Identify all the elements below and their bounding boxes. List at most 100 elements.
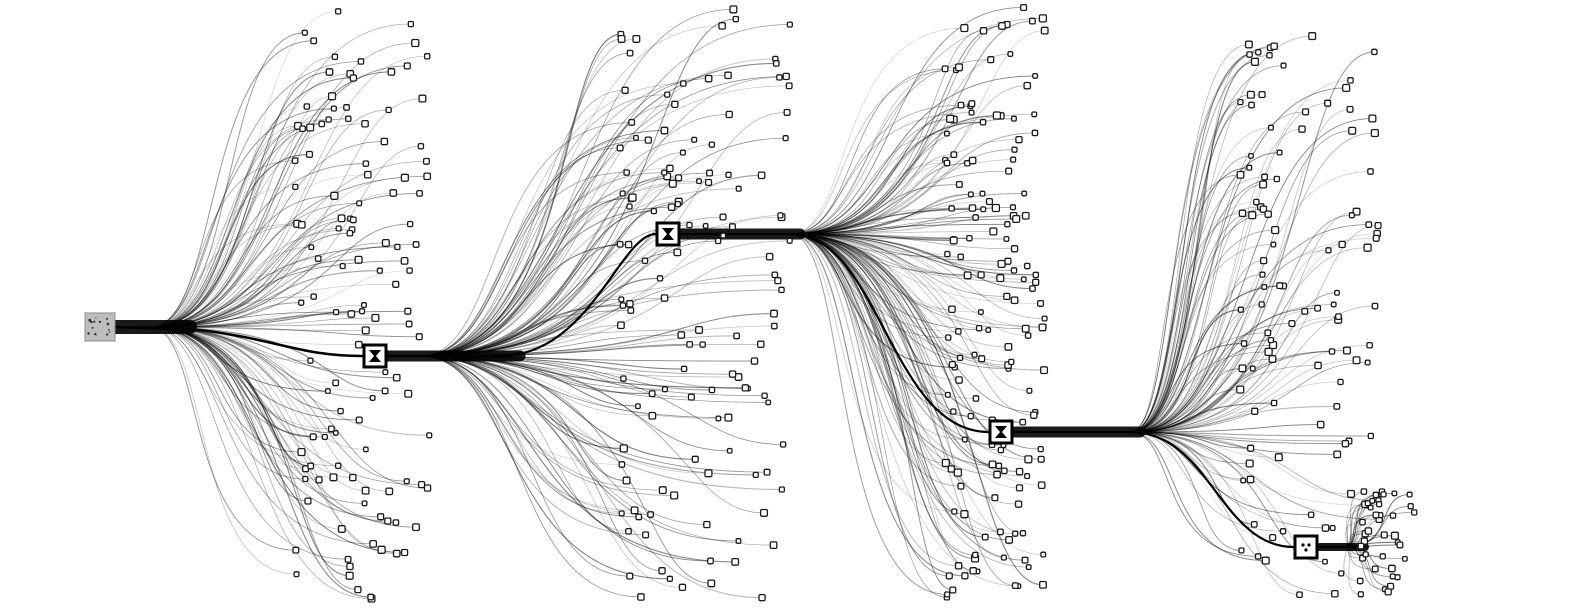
- branch-curve: [681, 233, 996, 499]
- leaf-node: [969, 567, 977, 575]
- leaf-node: [1247, 444, 1255, 452]
- leaf-node: [1368, 114, 1377, 123]
- branch-curve: [681, 233, 974, 572]
- root-speck: [106, 333, 109, 336]
- hub-2: [655, 221, 681, 247]
- leaf-node: [783, 108, 791, 116]
- leaf-node: [944, 591, 951, 598]
- leaf-node: [1371, 48, 1378, 56]
- leaf-node: [616, 240, 624, 248]
- leaf-node: [325, 116, 332, 123]
- leaf-node: [1236, 385, 1245, 394]
- leaf-node: [355, 416, 363, 424]
- branch-curve: [681, 233, 1005, 559]
- branch-curve: [681, 233, 1029, 336]
- leaf-node: [632, 34, 641, 43]
- leaf-node: [293, 571, 300, 578]
- leaf-node: [991, 203, 1001, 213]
- leaf-node: [1267, 124, 1274, 131]
- leaf-node: [955, 328, 962, 335]
- leaf-node: [423, 172, 432, 181]
- branch-curve: [114, 161, 427, 328]
- leaf-node: [1346, 105, 1354, 113]
- branch-curve: [1014, 339, 1272, 433]
- branch-curve: [1014, 286, 1265, 433]
- leaf-node: [1342, 83, 1351, 93]
- leaf-node: [1329, 524, 1336, 532]
- leaf-node: [404, 307, 412, 315]
- leaf-node: [405, 320, 413, 328]
- leaf-node: [1288, 319, 1296, 328]
- root-speck: [87, 332, 90, 335]
- leaf-node: [735, 538, 742, 544]
- leaf-node: [1240, 477, 1247, 484]
- leaf-node: [1362, 551, 1369, 558]
- leaf-node: [1316, 420, 1325, 429]
- leaf-node: [1346, 489, 1356, 498]
- leaf-node: [715, 415, 722, 422]
- branch-curve: [681, 18, 1044, 235]
- branch-curve: [1014, 93, 1263, 433]
- leaf-node: [691, 136, 698, 143]
- leaf-node: [344, 555, 352, 563]
- leaf-node: [1338, 570, 1345, 577]
- leaf-node: [656, 275, 664, 282]
- leaf-node: [307, 357, 314, 364]
- branch-curve: [387, 77, 780, 357]
- leaf-node: [955, 63, 964, 72]
- leaf-node: [1406, 491, 1413, 498]
- branch-curve: [387, 130, 665, 357]
- leaf-node: [412, 523, 420, 532]
- leaf-node: [1389, 573, 1396, 580]
- branch-curve: [681, 233, 953, 365]
- branch-curve: [387, 139, 695, 357]
- leaf-node: [977, 309, 984, 316]
- leaf-node: [626, 49, 634, 57]
- leaf-node: [1367, 504, 1374, 511]
- branch-curve: [1014, 349, 1348, 433]
- leaf-node: [757, 171, 766, 180]
- branch-curve: [681, 233, 982, 313]
- leaf-node: [1276, 282, 1284, 290]
- branch-curve: [387, 24, 791, 357]
- branch-curve: [1014, 431, 1259, 557]
- leaf-node: [680, 80, 687, 87]
- leaf-node: [1259, 205, 1268, 213]
- leaf-node: [369, 394, 376, 401]
- leaf-node: [997, 446, 1005, 454]
- branch-curve: [1014, 206, 1262, 433]
- leaf-node: [956, 354, 964, 362]
- branch-curve: [114, 65, 408, 328]
- leaf-node: [306, 123, 315, 132]
- leaf-node: [971, 351, 978, 358]
- leaf-node: [1250, 57, 1260, 66]
- leaf-node: [332, 379, 340, 387]
- leaf-node: [626, 203, 633, 210]
- leaf-node: [330, 105, 337, 112]
- leaf-node: [673, 248, 682, 257]
- leaf-node: [677, 331, 686, 339]
- leaf-node: [404, 389, 413, 398]
- branch-curve: [114, 326, 359, 591]
- branch-curve: [681, 201, 990, 235]
- leaf-node: [1249, 365, 1256, 372]
- leaf-node: [385, 106, 392, 114]
- branch-curve: [1014, 61, 1256, 433]
- branch-curve: [387, 38, 637, 357]
- hub-3: [988, 419, 1014, 445]
- hub-glyph-icon: [1304, 548, 1308, 552]
- leaf-node: [1337, 378, 1344, 386]
- branch-curve: [1014, 184, 1264, 433]
- leaf-node: [1023, 262, 1031, 270]
- leaf-node: [1259, 180, 1268, 189]
- leaf-node: [1298, 125, 1306, 133]
- leaf-node: [619, 302, 627, 309]
- branch-curve: [681, 233, 1015, 250]
- leaf-node: [407, 20, 415, 28]
- leaf-node: [335, 225, 342, 232]
- leaf-node: [1372, 234, 1380, 242]
- leaf-node: [305, 150, 314, 158]
- leaf-node: [641, 257, 649, 265]
- leaf-node: [953, 468, 963, 477]
- leaf-node: [948, 305, 956, 314]
